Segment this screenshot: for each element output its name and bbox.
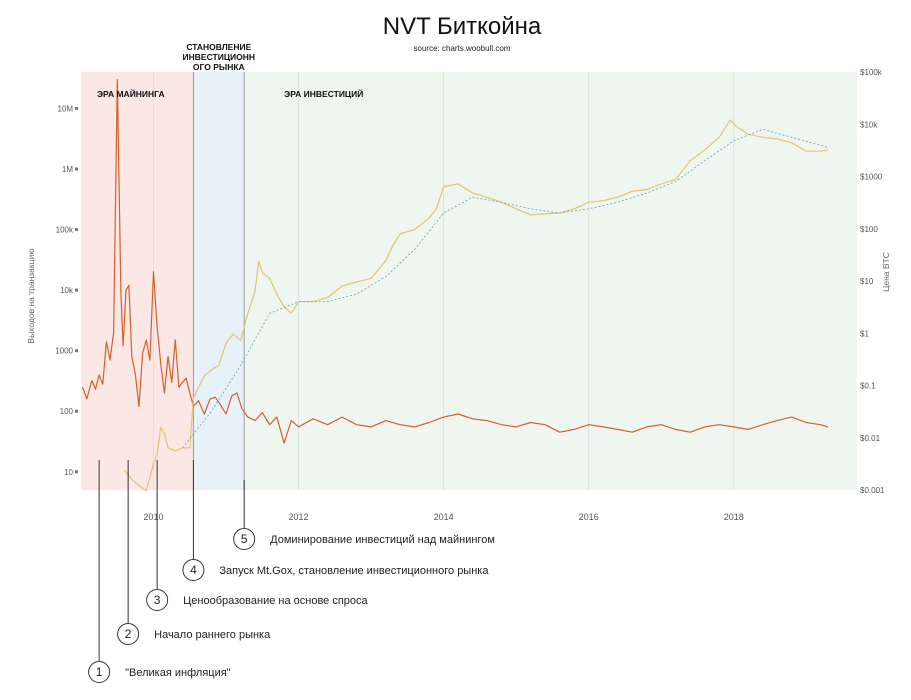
left-tick-label: 1M bbox=[62, 165, 73, 174]
annotation-circle-2 bbox=[117, 623, 140, 645]
right-tick-label: $0.001 bbox=[860, 486, 885, 495]
annotation-text-3: Ценообразование на основе спроса bbox=[183, 595, 368, 607]
era-backgrounds bbox=[81, 72, 858, 490]
y-axis-left-label: Выходов на транзакцию bbox=[26, 248, 36, 344]
era-label-market-formation: СТАНОВЛЕНИЕ ИНВЕСТИЦИОНН ОГО РЫНКА bbox=[183, 42, 256, 72]
annotation-text-2: Начало раннего рынка bbox=[154, 629, 271, 641]
left-tick-label: 100k bbox=[56, 226, 74, 235]
era-band-1 bbox=[81, 72, 194, 490]
left-tick-mark bbox=[75, 106, 78, 110]
right-tick-label: $100k bbox=[860, 68, 883, 77]
era-band-2 bbox=[193, 72, 245, 490]
annotation-circle-4 bbox=[182, 559, 205, 581]
x-tick-label: 2012 bbox=[289, 512, 309, 522]
right-tick-label: $10k bbox=[860, 120, 878, 129]
right-tick-label: $1 bbox=[860, 329, 869, 338]
x-tick-label: 2016 bbox=[579, 512, 599, 522]
series-line-1 bbox=[81, 79, 829, 444]
left-tick-label: 100 bbox=[60, 407, 74, 416]
annotation-text-1: "Великая инфляция" bbox=[125, 667, 231, 679]
chart-subtitle: source: charts.woobull.com bbox=[414, 44, 511, 53]
era-band-3 bbox=[244, 72, 858, 490]
left-tick-label: 1000 bbox=[55, 347, 73, 356]
era-label-mining: ЭРА МАЙНИНГА bbox=[97, 88, 165, 99]
annotation-text-5: Доминирование инвестиций над майнингом bbox=[270, 534, 495, 546]
x-tick-label: 2014 bbox=[434, 512, 454, 522]
x-tick-label: 2010 bbox=[144, 512, 164, 522]
annotation-text-4: Запуск Mt.Gox, становление инвестиционно… bbox=[219, 565, 489, 577]
era-labels: ЭРА МАЙНИНГА ЭРА ИНВЕСТИЦИЙ СТАНОВЛЕНИЕ ИНВ… bbox=[97, 42, 363, 99]
right-tick-label: $10 bbox=[860, 277, 874, 286]
left-tick-mark bbox=[75, 288, 78, 292]
left-tick-mark bbox=[75, 167, 78, 171]
annotation-number-1: 1 bbox=[96, 665, 103, 679]
left-tick-mark bbox=[75, 409, 78, 413]
annotations: 1 "Великая инфляция" 2 Начало раннего рынка… bbox=[88, 460, 495, 683]
series-line-3 bbox=[182, 128, 829, 449]
left-tick-mark bbox=[75, 228, 78, 232]
right-tick-label: $1000 bbox=[860, 173, 883, 182]
chart-title: NVT Биткойна bbox=[383, 13, 542, 40]
y-axis-right-label: Цена BTC bbox=[881, 252, 891, 292]
annotation-circle-5 bbox=[233, 528, 256, 550]
annotation-circle-1 bbox=[88, 661, 111, 683]
right-tick-label: $0.1 bbox=[860, 382, 876, 391]
left-tick-mark bbox=[75, 470, 78, 474]
left-tick-mark bbox=[75, 349, 78, 353]
right-tick-label: $0.01 bbox=[860, 434, 881, 443]
annotation-number-5: 5 bbox=[241, 532, 248, 546]
series-line-2 bbox=[124, 119, 829, 492]
left-tick-label: 10M bbox=[57, 104, 73, 113]
x-tick-label: 2018 bbox=[724, 512, 744, 522]
annotation-number-4: 4 bbox=[190, 563, 197, 577]
era-label-investment: ЭРА ИНВЕСТИЦИЙ bbox=[284, 88, 363, 99]
annotation-circle-3 bbox=[146, 589, 169, 611]
axes: 10 100 1000 10k 100k 1M 10M $0.001 $0.01 $0.1 $1 $1… bbox=[55, 68, 885, 522]
annotation-number-3: 3 bbox=[154, 593, 161, 607]
annotation-number-2: 2 bbox=[125, 627, 132, 641]
left-tick-label: 10 bbox=[64, 468, 73, 477]
left-tick-label: 10k bbox=[60, 286, 74, 295]
series bbox=[81, 79, 829, 492]
right-tick-label: $100 bbox=[860, 225, 878, 234]
